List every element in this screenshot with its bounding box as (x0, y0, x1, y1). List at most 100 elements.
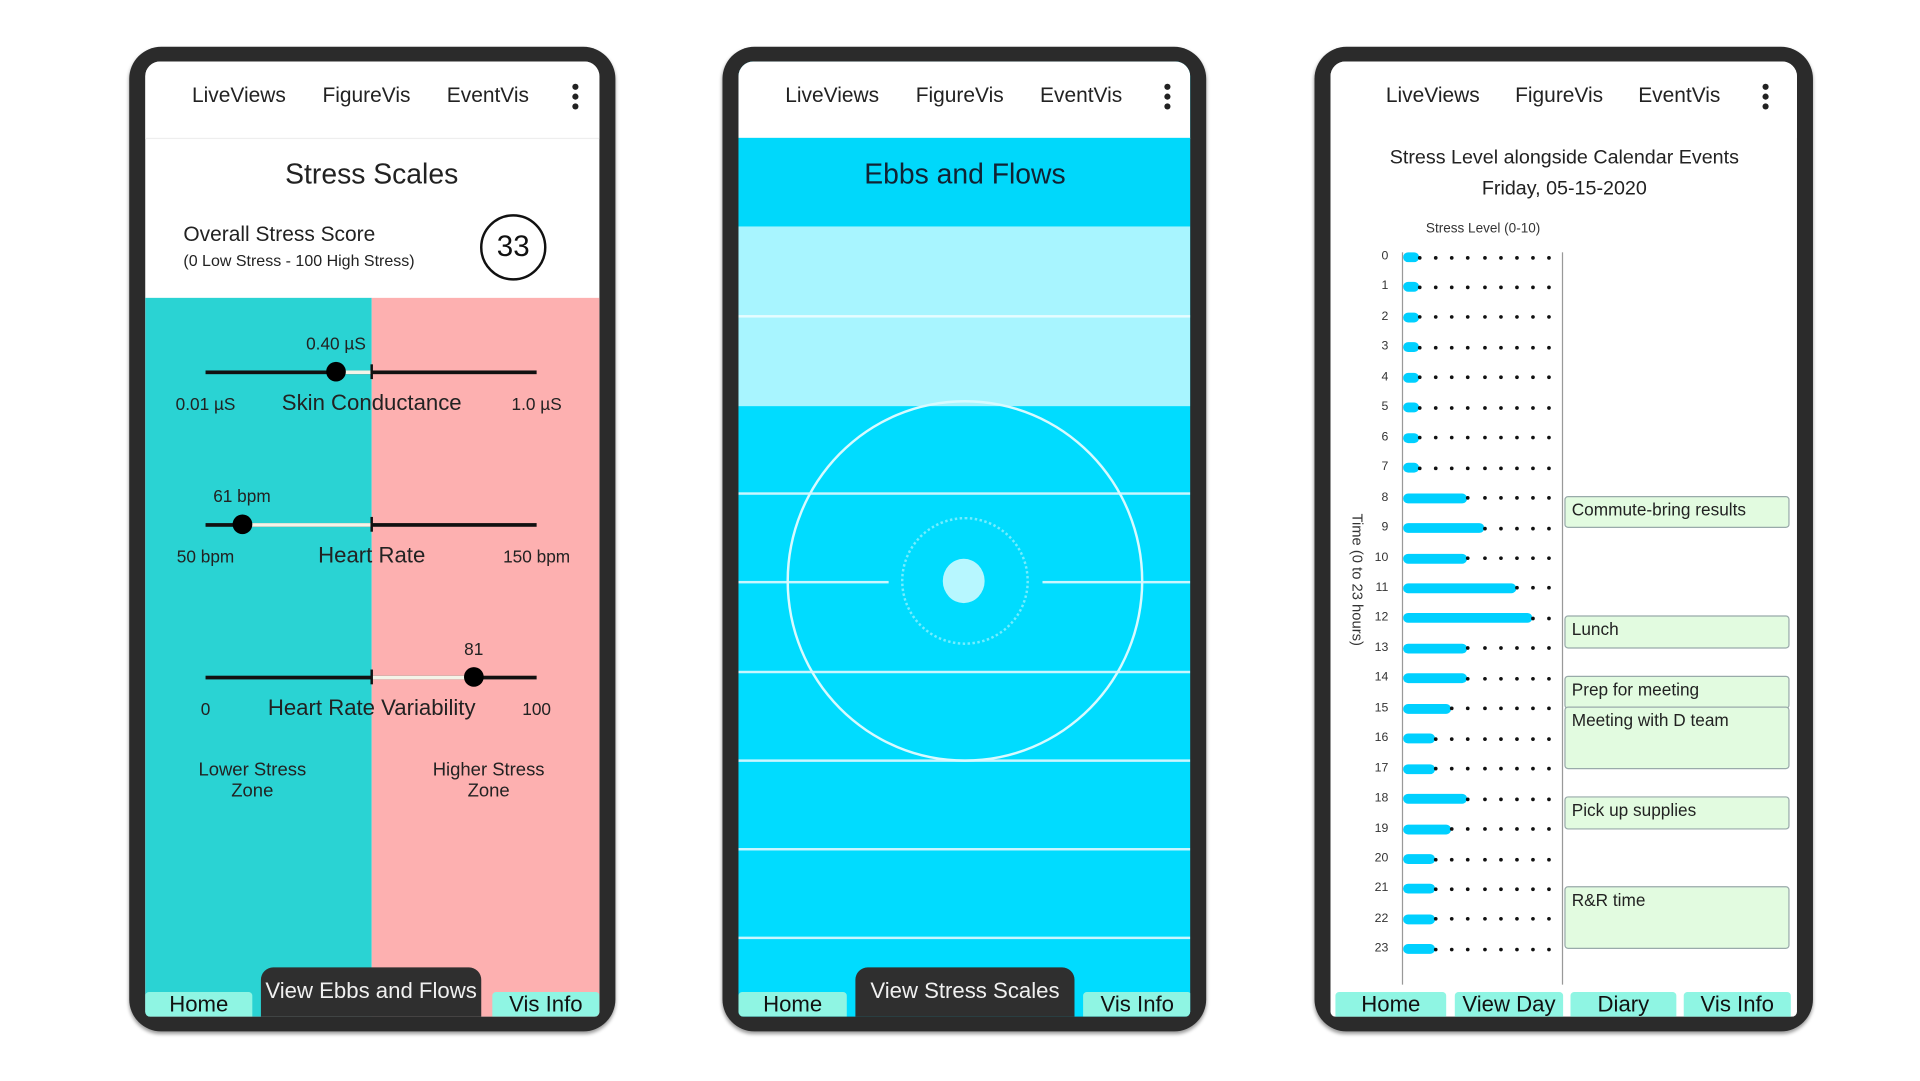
home-button[interactable]: Home (1335, 992, 1447, 1017)
scale-dot (1466, 827, 1471, 831)
chart-date: Friday, 05-15-2020 (1481, 178, 1647, 200)
y-axis-line (1401, 252, 1404, 985)
scale-dot (1546, 736, 1551, 741)
scale-dot (1514, 526, 1519, 530)
slider-name: Heart Rate Variability (267, 695, 476, 721)
calendar-event[interactable]: Meeting with D team (1564, 706, 1790, 769)
scale-dot (1417, 435, 1422, 440)
scale-dot (1482, 646, 1487, 651)
scale-dot (1498, 887, 1503, 892)
home-button[interactable]: Home (145, 992, 253, 1017)
scale-dot (1546, 526, 1551, 530)
x-axis-label: Stress Level (0-10) (1425, 221, 1541, 237)
screen: LiveViews FigureVis EventVis Stress Scal… (145, 61, 600, 1017)
top-nav: LiveViews FigureVis EventVis (738, 61, 1191, 140)
scale-dot (1530, 766, 1535, 771)
hour-tick-label: 10 (1374, 550, 1389, 565)
scale-dot (1530, 887, 1535, 892)
scale-dot (1514, 736, 1519, 741)
stress-bar (1403, 282, 1420, 293)
view-day-button[interactable]: View Day (1454, 992, 1564, 1017)
nav-liveviews[interactable]: LiveViews (192, 83, 286, 108)
nav-figurevis[interactable]: FigureVis (1515, 83, 1604, 108)
nav-eventvis[interactable]: EventVis (446, 83, 529, 108)
scale-dot (1466, 646, 1471, 651)
scale-dot (1482, 676, 1487, 681)
scale-dot (1514, 857, 1519, 861)
top-nav: LiveViews FigureVis EventVis (1330, 61, 1797, 138)
title-band (738, 137, 1191, 227)
calendar-event[interactable]: R&R time (1564, 886, 1790, 950)
scale-dot (1466, 435, 1471, 440)
scale-dot (1498, 285, 1503, 290)
scale-dot (1498, 466, 1503, 470)
phone-ebbs-and-flows: LiveViews FigureVis EventVis Ebbs and Fl… (722, 46, 1207, 1032)
scale-dot (1530, 405, 1535, 410)
diary-button[interactable]: Diary (1570, 992, 1677, 1017)
nav-eventvis[interactable]: EventVis (1638, 83, 1721, 108)
scale-dot (1546, 556, 1551, 561)
overall-score-label: Overall Stress Score (183, 222, 376, 247)
calendar-event[interactable]: Commute-bring results (1564, 495, 1790, 529)
slider-name: Skin Conductance (281, 390, 462, 415)
slider-knob[interactable] (463, 667, 484, 687)
scale-dot (1482, 857, 1487, 861)
scale-dot (1498, 646, 1503, 651)
scale-dot (1514, 676, 1519, 681)
phone-stress-scales: LiveViews FigureVis EventVis Stress Scal… (129, 46, 616, 1032)
home-button[interactable]: Home (738, 992, 847, 1017)
overall-score-badge: 33 (480, 214, 547, 281)
view-stress-scales-button[interactable]: View Stress Scales (855, 967, 1075, 1017)
scale-dot (1450, 466, 1454, 470)
calendar-event[interactable]: Lunch (1564, 615, 1790, 649)
vis-info-button[interactable]: Vis Info (492, 992, 600, 1017)
scale-dot (1434, 947, 1438, 952)
stress-bar (1403, 402, 1420, 413)
vis-info-button[interactable]: Vis Info (1083, 992, 1191, 1017)
scale-dot (1466, 887, 1471, 892)
nav-figurevis[interactable]: FigureVis (322, 83, 411, 108)
calendar-event[interactable]: Pick up supplies (1564, 796, 1790, 829)
slider-max-label: 1.0 µS (511, 393, 562, 414)
scale-dot (1434, 736, 1438, 741)
scale-dot (1466, 315, 1471, 320)
screen: LiveViews FigureVis EventVis Ebbs and Fl… (738, 61, 1191, 1017)
stress-bar (1403, 673, 1468, 684)
more-vert-icon[interactable] (1762, 83, 1770, 114)
page-title: Stress Scales (285, 157, 459, 190)
scale-dot (1466, 797, 1471, 801)
nav-liveviews[interactable]: LiveViews (1385, 83, 1480, 108)
nav-eventvis[interactable]: EventVis (1040, 83, 1123, 108)
vis-info-button[interactable]: Vis Info (1683, 992, 1791, 1017)
slider-midpoint (370, 364, 373, 380)
nav-liveviews[interactable]: LiveViews (785, 83, 880, 108)
hour-tick-label: 2 (1381, 310, 1389, 324)
slider-knob[interactable] (326, 361, 346, 382)
more-vert-icon[interactable] (572, 83, 579, 114)
hour-tick-label: 6 (1381, 430, 1389, 444)
scale-dot (1530, 797, 1535, 801)
slider-midpoint (370, 516, 373, 532)
center-orb (942, 558, 985, 604)
scale-dot (1434, 435, 1438, 440)
scale-dot (1546, 676, 1551, 681)
scale-dot (1417, 345, 1422, 350)
scale-dot (1514, 345, 1519, 350)
scale-dot (1466, 375, 1471, 380)
stress-bar (1403, 583, 1516, 594)
scale-dot (1514, 827, 1519, 831)
scale-dot (1450, 917, 1454, 922)
stress-bar (1403, 824, 1452, 834)
hour-tick-label: 15 (1374, 701, 1389, 715)
scale-dot (1417, 255, 1422, 260)
more-vert-icon[interactable] (1164, 83, 1171, 114)
view-ebbs-and-flows-button[interactable]: View Ebbs and Flows (260, 967, 482, 1017)
nav-figurevis[interactable]: FigureVis (915, 83, 1004, 108)
scale-dot (1482, 706, 1487, 711)
scale-dot (1530, 466, 1535, 470)
scale-dot (1482, 827, 1487, 831)
calendar-event[interactable]: Prep for meeting (1564, 676, 1790, 709)
slider-knob[interactable] (232, 514, 252, 535)
scale-dot (1546, 285, 1551, 290)
scale-dot (1530, 827, 1535, 831)
